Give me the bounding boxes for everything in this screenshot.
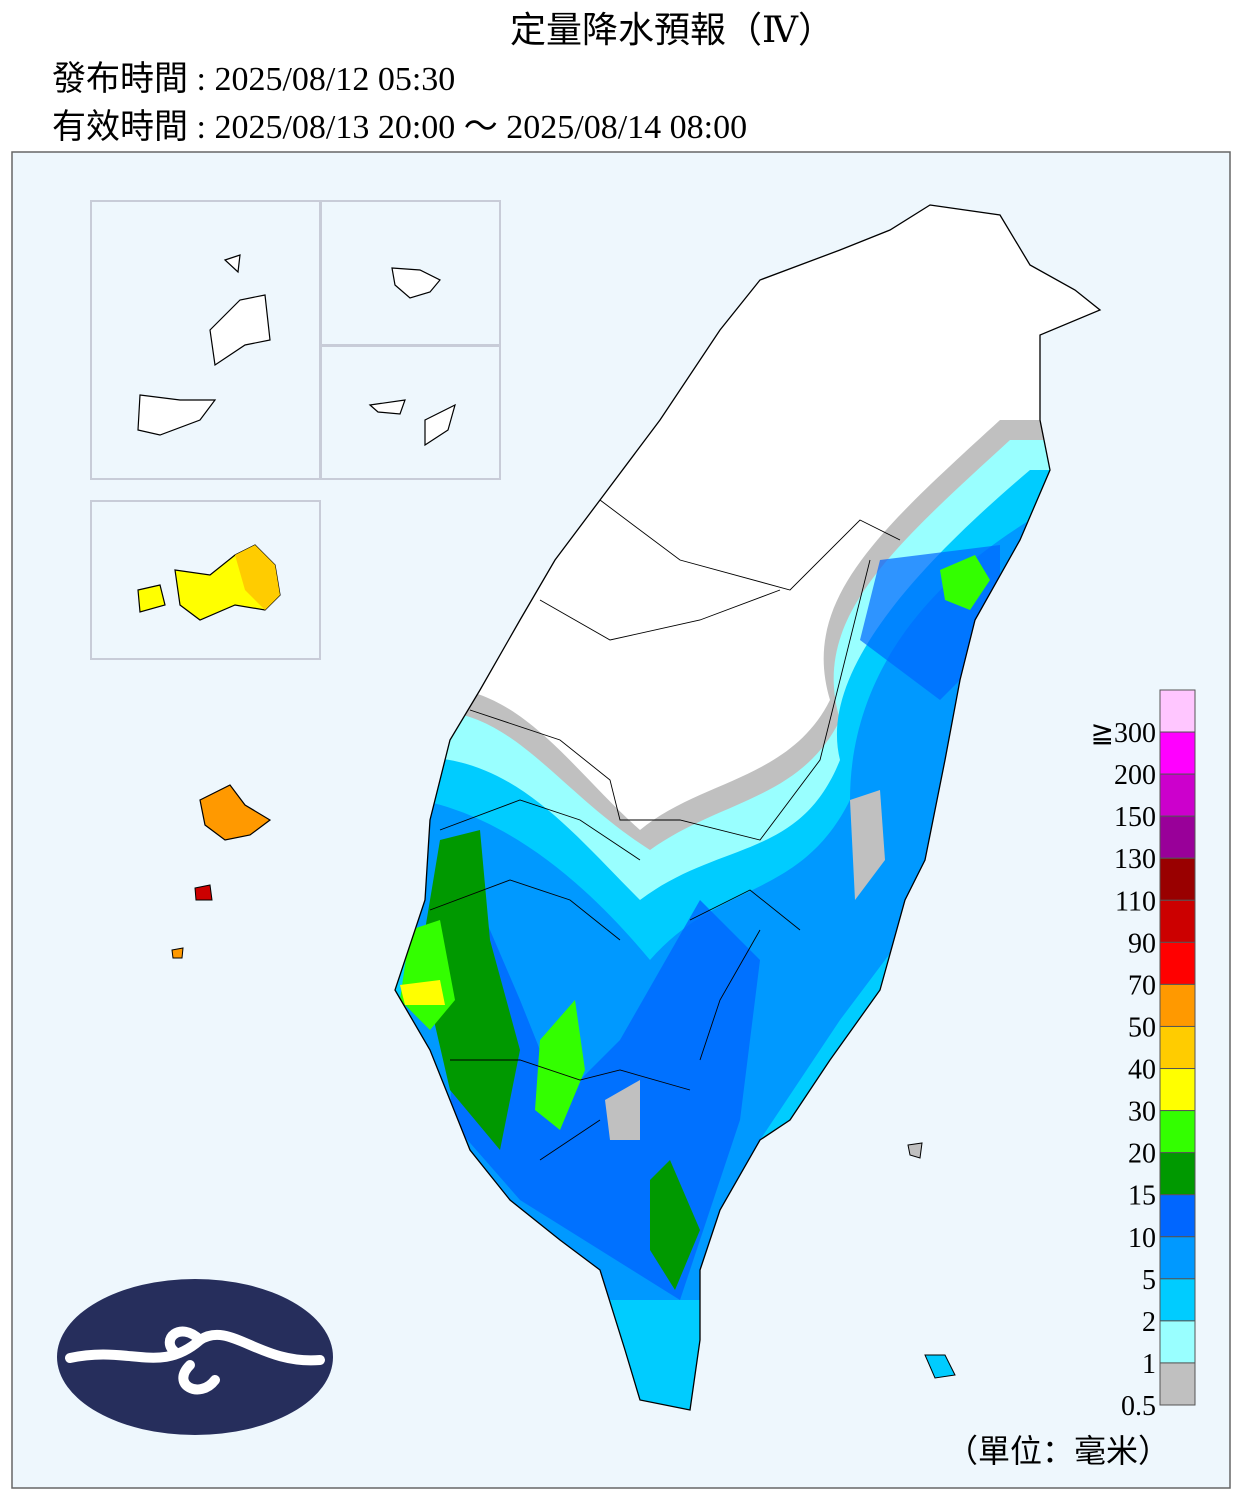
- legend-label: 30: [1128, 1097, 1156, 1128]
- legend-swatch: [1159, 1110, 1196, 1154]
- orchid-island: [924, 1354, 956, 1379]
- penghu-island: [171, 947, 184, 959]
- legend-swatch: [1159, 1194, 1196, 1238]
- legend-label: 10: [1128, 1223, 1156, 1254]
- legend-label: 200: [1114, 760, 1156, 791]
- legend-swatch: [1159, 773, 1196, 817]
- insets: [90, 200, 501, 660]
- penghu: [171, 784, 272, 959]
- legend-label: 90: [1128, 928, 1156, 959]
- legend-label: 40: [1128, 1055, 1156, 1086]
- unit-label: （單位：毫米）: [946, 1433, 1170, 1469]
- little-kinmen: [137, 584, 166, 613]
- green-island: [907, 1142, 923, 1159]
- legend-label: 1: [1142, 1349, 1156, 1380]
- legend-label: 15: [1128, 1181, 1156, 1212]
- kinmen-rain: [235, 545, 280, 610]
- legend-label: 70: [1128, 970, 1156, 1001]
- legend-label: 110: [1115, 886, 1156, 917]
- legend-swatch: [1159, 1320, 1196, 1364]
- legend-label: 130: [1114, 844, 1156, 875]
- penghu-island: [194, 884, 213, 901]
- legend-swatch: [1159, 1068, 1196, 1112]
- penghu-island: [199, 784, 272, 841]
- legend-label: 50: [1128, 1012, 1156, 1043]
- legend-label: 2: [1142, 1307, 1156, 1338]
- inset-box: [320, 345, 501, 480]
- legend-swatch: [1159, 857, 1196, 901]
- county-borders: [429, 499, 901, 1161]
- legend-label: 5: [1142, 1265, 1156, 1296]
- legend-swatch: [1159, 1152, 1196, 1196]
- legend-label: 0.5: [1121, 1391, 1156, 1422]
- valid-time: 有效時間 : 2025/08/13 20:00 ～ 2025/08/14 08:…: [52, 108, 747, 146]
- legend-swatch: [1159, 731, 1196, 775]
- inset-box: [90, 500, 321, 660]
- logo: [57, 1279, 333, 1435]
- issue-time: 發布時間 : 2025/08/12 05:30: [52, 60, 455, 98]
- legend-swatch: [1159, 1236, 1196, 1280]
- legend-label: ≧300: [1091, 718, 1156, 749]
- legend-swatch: [1159, 689, 1196, 733]
- legend-swatch: [1159, 983, 1196, 1027]
- legend-swatch: [1159, 1362, 1196, 1406]
- title: 定量降水預報（Ⅳ）: [510, 10, 834, 50]
- legend-swatch: [1159, 941, 1196, 985]
- islands: [368, 267, 456, 447]
- legend-swatch: [1159, 1278, 1196, 1322]
- legend-swatch: [1159, 815, 1196, 859]
- legend-label: 20: [1128, 1139, 1156, 1170]
- legend-label: 150: [1114, 802, 1156, 833]
- legend-swatch: [1159, 899, 1196, 943]
- legend-swatch: [1159, 1025, 1196, 1070]
- islands: [137, 254, 271, 436]
- legend: ≧300 200 150 130 110 90 70 50 40 30 20 15 10 5 2 1 0.5: [1091, 689, 1196, 1422]
